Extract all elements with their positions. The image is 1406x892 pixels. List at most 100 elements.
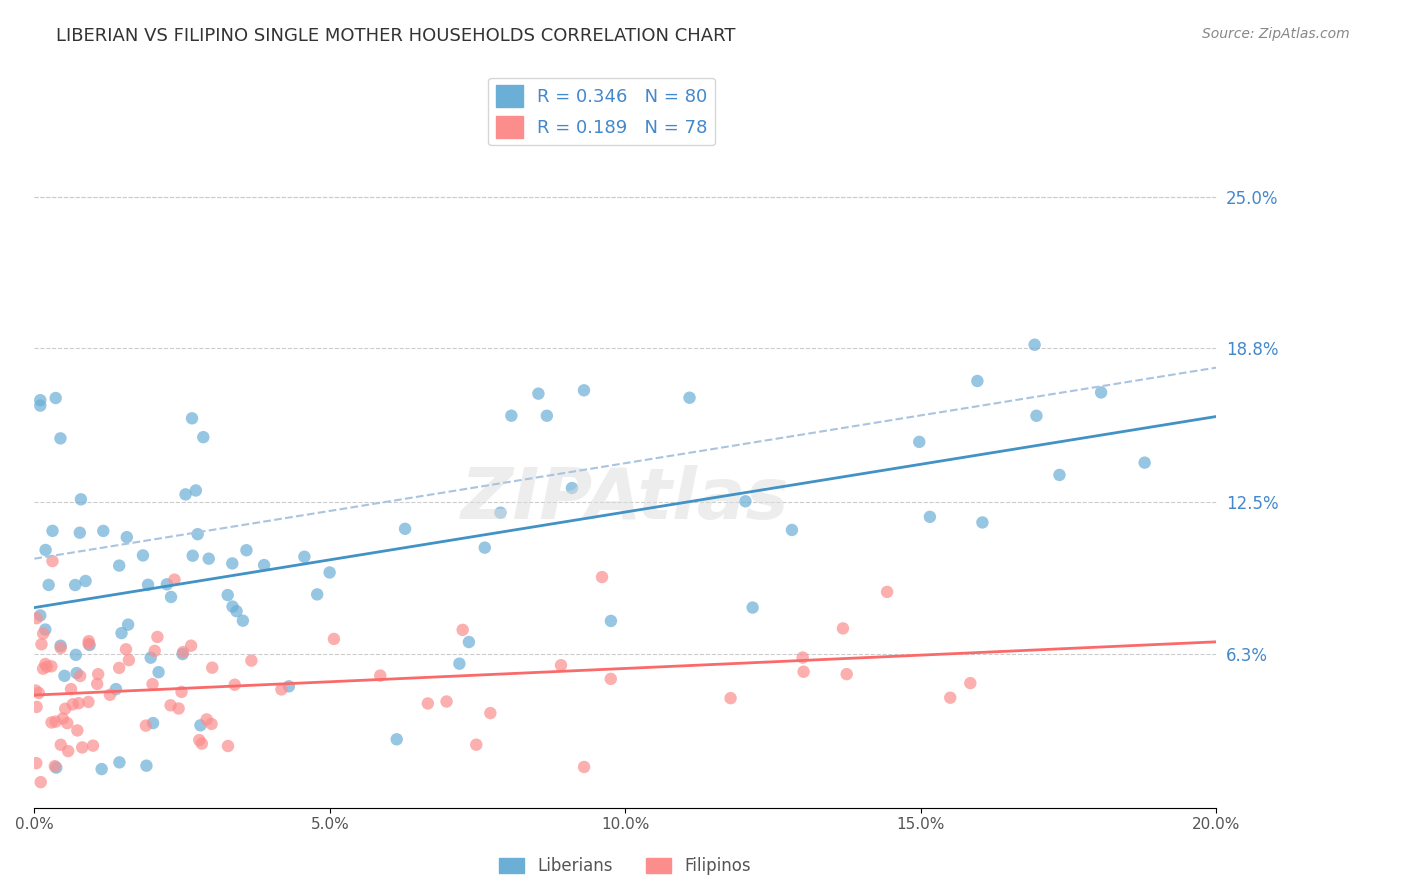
Point: [146, 630, 169, 644]
Point: [63, 578, 86, 592]
Point: [91, 524, 114, 538]
Point: [135, 718, 157, 732]
Point: [117, 617, 139, 632]
Point: [110, 626, 132, 640]
Point: [70, 492, 93, 507]
Point: [167, 701, 190, 715]
Point: [75, 574, 97, 588]
Point: [53, 669, 76, 683]
Point: [141, 677, 163, 691]
Point: [501, 409, 523, 423]
Point: [45, 761, 67, 775]
Point: [32, 662, 55, 676]
Point: [49, 640, 72, 655]
Text: ZIPAtlas: ZIPAtlas: [461, 466, 790, 534]
Point: [28, 686, 51, 700]
Point: [163, 573, 186, 587]
Point: [53, 702, 76, 716]
Point: [108, 756, 131, 770]
Point: [24, 683, 46, 698]
Point: [835, 667, 858, 681]
Point: [200, 717, 222, 731]
Point: [959, 676, 981, 690]
Point: [527, 386, 550, 401]
Point: [191, 737, 214, 751]
Point: [49, 639, 72, 653]
Point: [572, 384, 595, 398]
Point: [115, 530, 138, 544]
Point: [56, 744, 79, 758]
Point: [172, 645, 194, 659]
Point: [44, 759, 66, 773]
Point: [678, 391, 700, 405]
Point: [25, 611, 48, 625]
Point: [217, 739, 239, 753]
Point: [60, 682, 83, 697]
Point: [193, 430, 215, 444]
Point: [451, 623, 474, 637]
Point: [159, 698, 181, 713]
Point: [323, 632, 346, 646]
Point: [240, 654, 263, 668]
Point: [1090, 385, 1112, 400]
Point: [449, 657, 471, 671]
Point: [572, 760, 595, 774]
Point: [38, 578, 60, 592]
Point: [67, 696, 90, 710]
Point: [69, 525, 91, 540]
Point: [30, 399, 52, 413]
Point: [1024, 337, 1046, 351]
Point: [142, 716, 165, 731]
Point: [792, 650, 814, 665]
Point: [188, 733, 211, 747]
Point: [65, 648, 87, 662]
Point: [1025, 409, 1047, 423]
Point: [49, 738, 72, 752]
Point: [277, 679, 299, 693]
Point: [35, 659, 58, 673]
Point: [939, 690, 962, 705]
Point: [966, 374, 988, 388]
Point: [253, 558, 276, 573]
Point: [56, 716, 79, 731]
Point: [832, 621, 855, 635]
Point: [734, 494, 756, 508]
Point: [143, 644, 166, 658]
Point: [436, 694, 458, 708]
Point: [139, 650, 162, 665]
Point: [235, 543, 257, 558]
Point: [108, 661, 131, 675]
Point: [30, 393, 52, 408]
Point: [793, 665, 815, 679]
Point: [318, 566, 340, 580]
Point: [69, 669, 91, 683]
Point: [34, 623, 56, 637]
Point: [170, 685, 193, 699]
Point: [34, 657, 56, 671]
Point: [77, 637, 100, 651]
Point: [79, 638, 101, 652]
Point: [221, 599, 243, 614]
Point: [224, 678, 246, 692]
Point: [465, 738, 488, 752]
Point: [536, 409, 558, 423]
Point: [156, 577, 179, 591]
Point: [77, 634, 100, 648]
Point: [918, 509, 941, 524]
Point: [197, 551, 219, 566]
Point: [201, 661, 224, 675]
Point: [591, 570, 613, 584]
Point: [181, 549, 204, 563]
Point: [66, 666, 89, 681]
Point: [908, 434, 931, 449]
Point: [561, 481, 583, 495]
Text: LIBERIAN VS FILIPINO SINGLE MOTHER HOUSEHOLDS CORRELATION CHART: LIBERIAN VS FILIPINO SINGLE MOTHER HOUSE…: [56, 27, 735, 45]
Point: [599, 672, 621, 686]
Point: [87, 667, 110, 681]
Point: [86, 677, 108, 691]
Point: [90, 762, 112, 776]
Point: [32, 626, 55, 640]
Point: [62, 698, 84, 712]
Point: [474, 541, 496, 555]
Point: [41, 524, 63, 538]
